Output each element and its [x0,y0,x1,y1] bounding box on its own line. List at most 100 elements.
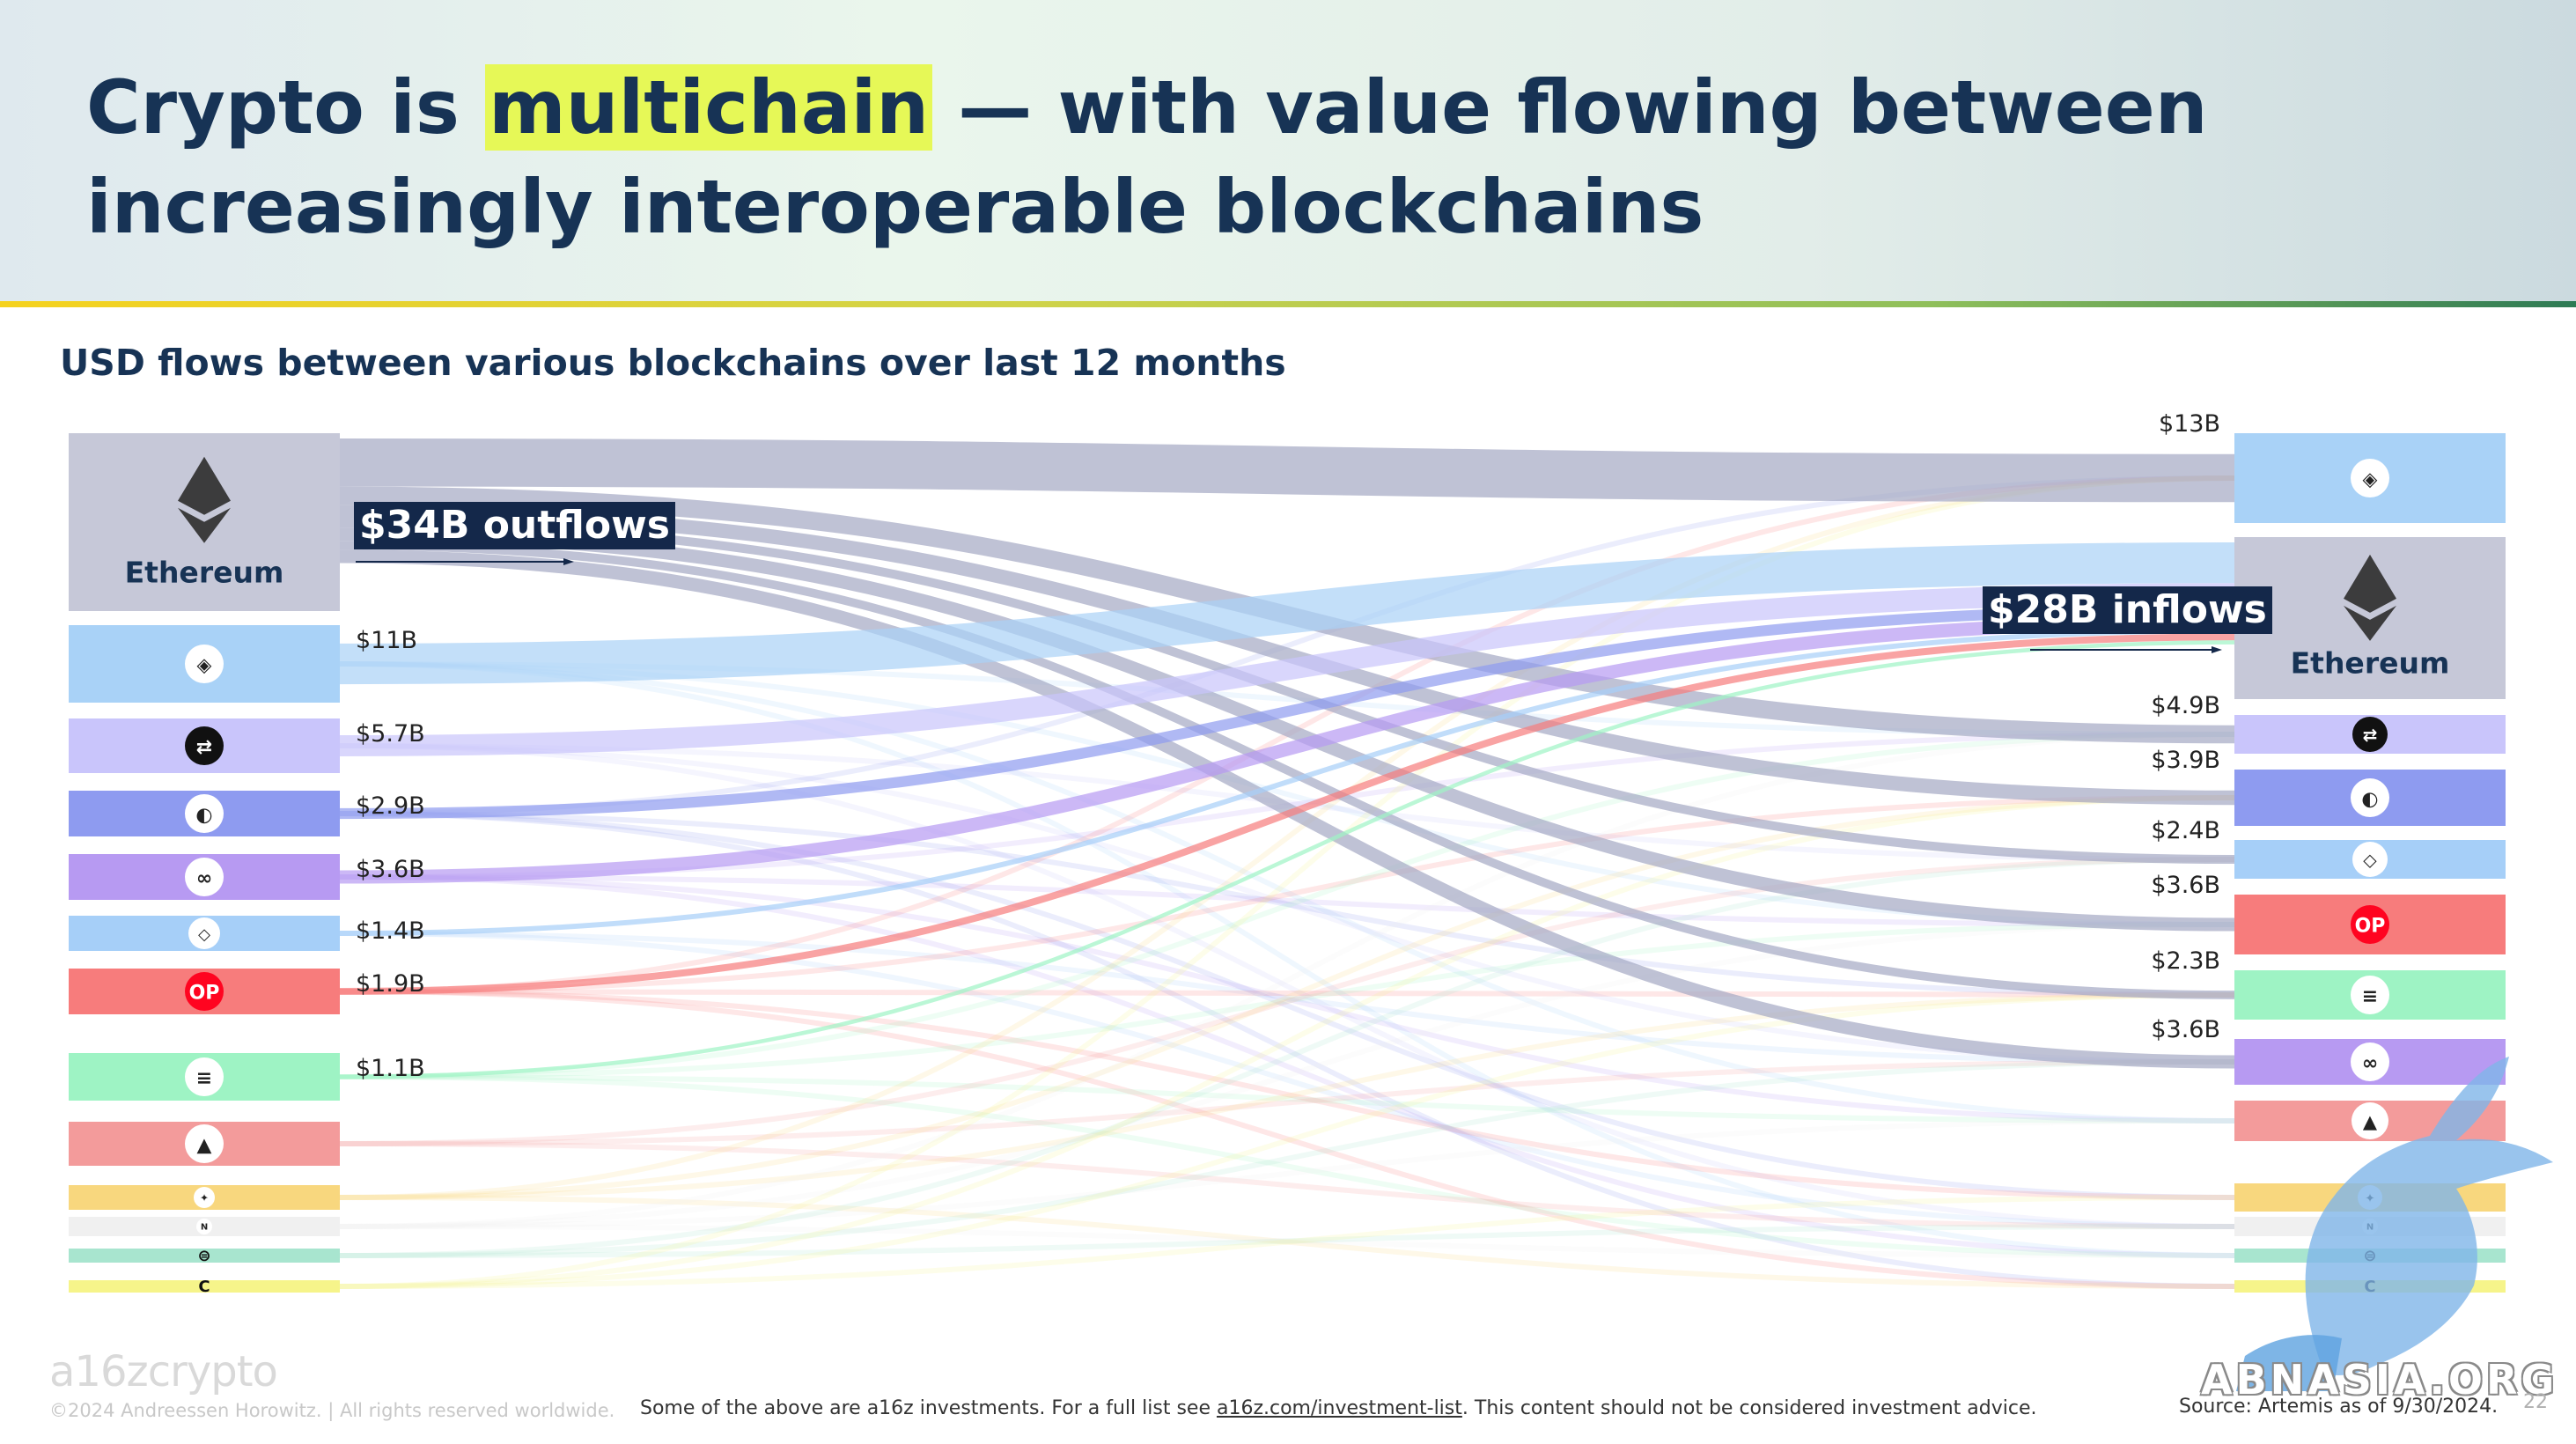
source-node-near: N [69,1217,340,1236]
bnb-icon [194,1187,215,1208]
title-highlight: multichain [485,64,933,151]
source-node-ethereum: Ethereum [69,433,340,611]
source-node-bar [69,1280,340,1293]
disclaimer-text: Some of the above are a16z investments. … [640,1397,1217,1419]
flow-link-solana-ethereum [339,640,2235,1079]
ethereum-icon [178,456,231,515]
flow-link-ethereum-blast [339,505,2235,806]
optimism-icon [185,972,224,1011]
blast-circle-icon-glyph: ◐ [195,804,212,826]
celo-icon: C [198,1278,210,1296]
watermark-text: ABNASIA.ORG [2201,1356,2558,1403]
sankey-chart: Ethereum◈⇄◐∞◇OP≡▲✦N⊜C◈Ethereum⇄◐◇OP≡∞▲✦N… [69,414,2506,1296]
flow-link-linea-ethereum [339,628,2235,936]
ethereum-icon-lower [2344,605,2396,641]
disclaimer-text-end: . This content should not be considered … [1461,1397,2037,1419]
faint-flow-link [339,874,2235,927]
source-node-bnb: ✦ [69,1185,340,1210]
source-node-label: Ethereum [125,556,284,590]
faint-flow-link [339,931,2235,1229]
faint-flow-link [339,743,2235,1065]
source-value-label: $1.1B [356,1055,425,1082]
faint-flow-link [339,1118,2235,1229]
faint-flow-link [339,795,2235,994]
outflows-callout: $34B outflows [354,502,675,549]
avalanche-icon-glyph: ▲ [2363,1111,2378,1132]
faint-flow-link [339,857,2235,1146]
faint-flow-link [339,931,2235,1065]
target-node-solana: ≡ [2234,970,2506,1020]
target-value-label: $3.6B [2151,1016,2220,1043]
faint-flow-link [339,1141,2235,1229]
optimism-icon-glyph: OP [189,982,220,1004]
target-node-arbitrum: ◈ [2234,433,2506,523]
footer-source: Source: Artemis as of 9/30/2024. [2179,1396,2499,1418]
page-number: 22 [2523,1391,2548,1413]
faint-flow-link [339,1195,2235,1289]
flow-link-ethereum-polygon [339,549,2235,1069]
source-value-label: $3.6B [356,856,425,883]
arbitrum-icon-glyph: ◈ [2363,468,2378,490]
source-node-bar [69,1249,340,1263]
faint-flow-link [339,661,2235,1124]
flow-link-base-ethereum [339,583,2235,756]
target-node-base: ⇄ [2234,715,2506,754]
faint-flow-link [339,1059,2235,1146]
avalanche-icon [185,1124,224,1163]
chart-subtitle: USD flows between various blockchains ov… [60,342,1286,384]
flow-link-ethereum-arbitrum [339,438,2235,503]
target-value-label: $2.4B [2151,817,2220,844]
faint-flow-link [339,922,2235,1229]
arbitrum-icon [185,645,224,683]
polygon-icon-glyph: ∞ [196,867,212,889]
target-node-label: Ethereum [2291,646,2450,681]
arbitrum-icon [2351,459,2389,497]
stripes-icon: ⊜ [197,1247,210,1265]
avalanche-icon [2352,1102,2388,1139]
source-node-celo: C [69,1278,340,1296]
target-value-label: $3.6B [2151,872,2220,899]
faint-flow-link [339,989,2235,1289]
source-node-arbitrum: ◈ [69,625,340,703]
source-node-optimism: OP [69,969,340,1014]
target-node-linea: ◇ [2234,840,2506,879]
faint-flow-link [339,661,2235,1258]
avalanche-icon-glyph: ▲ [197,1134,212,1156]
blast-circle-icon [2351,778,2389,817]
faint-flow-links [339,475,2235,1289]
griffin-watermark-icon [2236,1057,2553,1391]
title-text-start: Crypto is [86,64,486,151]
header-background [0,0,2576,301]
faint-flow-link [339,795,2235,1200]
investment-list-link[interactable]: a16z.com/investment-list [1216,1397,1462,1419]
target-node-polygon: ∞ [2234,1039,2506,1085]
bnb-icon-glyph: ✦ [200,1192,209,1205]
title-text-end: — with value flowing between increasingl… [86,64,2208,250]
drop-icon-glyph: ◇ [198,925,210,944]
flow-link-ethereum-optimism [339,527,2235,932]
source-node-polygon: ∞ [69,854,340,900]
flow-links [339,438,2235,1079]
target-value-label: $3.9B [2151,747,2220,774]
page-title: Crypto is multichain — with value flowin… [86,58,2516,257]
faint-flow-link [339,992,2235,1200]
flow-link-optimism-ethereum [339,633,2235,995]
optimism-icon-glyph: OP [2355,915,2386,937]
blast-circle-icon-glyph: ◐ [2361,788,2378,810]
faint-flow-link [339,1059,2235,1258]
faint-flow-link [339,1074,2235,1258]
base-swap-icon-glyph: ⇄ [2363,725,2378,746]
solana-icon-glyph: ≡ [196,1067,212,1089]
faint-flow-link [339,811,2235,998]
base-swap-icon [2352,717,2388,752]
faint-flow-link [339,1224,2235,1258]
source-value-label: $1.9B [356,970,425,998]
faint-flow-link [339,1224,2235,1258]
faint-flow-link [339,1074,2235,1124]
a16zcrypto-logo: a16zcrypto [49,1347,278,1396]
inflows-callout: $28B inflows [1983,586,2272,634]
target-value-label: $4.9B [2151,692,2220,719]
source-value-label: $2.9B [356,792,425,820]
faint-flow-link [339,874,2235,1124]
faint-flow-link [339,743,2235,1229]
